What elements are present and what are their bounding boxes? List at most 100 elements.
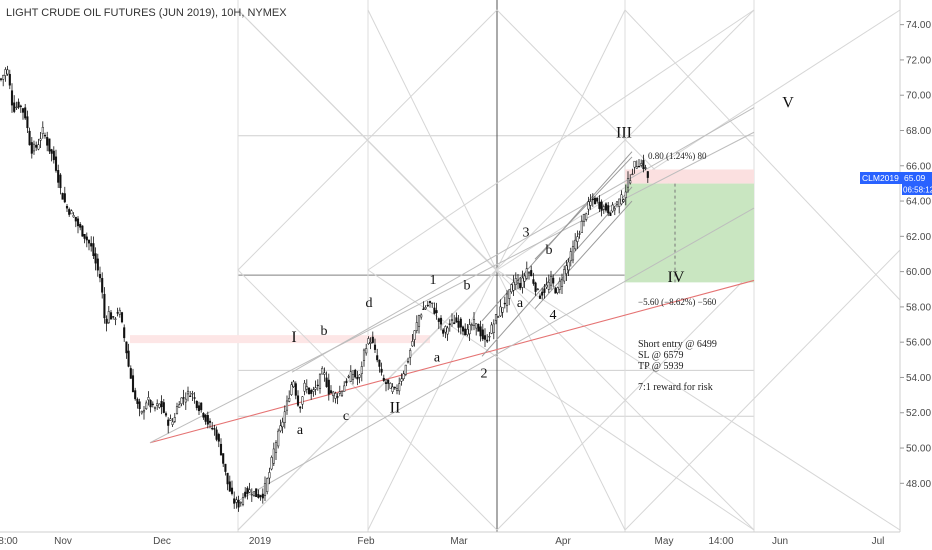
candle-body — [541, 291, 544, 296]
candle-body — [272, 448, 275, 464]
candle-body — [483, 335, 487, 340]
candle-body — [431, 302, 434, 304]
candle-body — [457, 320, 460, 328]
candle-body — [193, 397, 196, 399]
candle-body — [197, 405, 201, 412]
candle-body — [118, 309, 121, 315]
risk-reward-tool[interactable] — [625, 169, 754, 283]
candle-body — [523, 275, 526, 282]
wave-label: d — [366, 296, 373, 311]
time-tick-label: Apr — [555, 536, 571, 547]
wave-label: III — [616, 125, 632, 142]
candle-body — [136, 399, 139, 404]
candle-body — [582, 214, 586, 222]
candle-body — [299, 406, 302, 409]
candle-body — [464, 328, 467, 336]
candle-body — [250, 494, 253, 496]
candle-body — [536, 288, 539, 291]
candle-body — [13, 102, 16, 112]
candle-body — [486, 339, 489, 342]
price-badge-box — [860, 172, 910, 184]
candle-body — [428, 301, 432, 303]
candle-body — [206, 415, 209, 425]
candle-body — [114, 318, 117, 320]
candle-body — [230, 487, 234, 494]
candle-body — [371, 336, 374, 343]
candle-body — [43, 134, 47, 137]
candle-body — [281, 421, 284, 428]
candle-body — [527, 272, 531, 274]
candle-body — [156, 403, 159, 406]
candle-body — [274, 442, 278, 453]
price-tick-label: 68.00 — [906, 126, 931, 137]
candle-body — [90, 243, 93, 247]
candle-body — [191, 393, 194, 395]
candle-body — [248, 489, 251, 493]
candle-body — [611, 204, 614, 212]
candle-body — [30, 142, 33, 154]
candle-body — [567, 261, 570, 271]
candle-body — [189, 395, 192, 397]
candle-body — [288, 397, 291, 402]
candle-body — [325, 377, 328, 387]
candle-body — [591, 198, 594, 201]
candle-body — [134, 390, 137, 400]
candle-body — [204, 414, 207, 422]
candle-body — [138, 401, 141, 409]
candle-body — [497, 316, 500, 318]
candle-body — [637, 165, 641, 168]
candle-body — [475, 323, 478, 329]
candle-body — [87, 239, 91, 244]
candle-body — [237, 500, 240, 508]
candle-body — [285, 400, 289, 411]
candle-body — [10, 90, 14, 106]
wave-label: V — [782, 95, 794, 112]
time-tick-label: Jun — [772, 536, 788, 547]
candle-body — [32, 143, 36, 152]
candle-body — [228, 481, 231, 492]
candle-body — [512, 282, 515, 291]
fan-line — [237, 269, 498, 531]
candle-body — [395, 388, 399, 391]
candle-body — [329, 390, 333, 394]
candle-body — [125, 341, 128, 354]
candle-body — [556, 287, 559, 294]
candle-body — [131, 375, 135, 393]
time-axis[interactable]: 8:00 Nov Dec 2019 Feb Mar Apr May 14:00 Jun Jul — [0, 531, 900, 547]
price-tick-label: 64.00 — [906, 197, 931, 208]
candle-body — [615, 201, 619, 205]
price-axis[interactable]: 74.00 72.00 70.00 68.00 66.00 64.00 62.00 60.00… — [899, 0, 931, 532]
candle-body — [481, 329, 484, 340]
candle-body — [563, 269, 566, 282]
candle-body — [477, 324, 480, 332]
candle-body — [426, 304, 429, 307]
impulse-channel-lower — [481, 186, 633, 357]
candle-body — [41, 127, 44, 134]
candle-body — [411, 341, 414, 347]
candle-body — [94, 253, 97, 264]
candle-body — [107, 311, 110, 323]
candle-body — [178, 404, 181, 408]
candle-body — [347, 376, 350, 378]
mid-trend-line — [149, 131, 755, 444]
candle-body — [153, 407, 157, 409]
candle-body — [534, 282, 537, 292]
time-tick-label: Feb — [357, 536, 375, 547]
candle-body — [283, 411, 286, 423]
candle-body — [70, 210, 73, 215]
candle-body — [301, 396, 304, 405]
candle-body — [585, 213, 588, 220]
fan-line — [496, 269, 901, 531]
candle-body — [50, 149, 53, 154]
price-badge-symbol: CLM2019 — [862, 173, 899, 183]
candle-body — [538, 295, 542, 299]
candle-body — [279, 425, 282, 432]
candle-body — [28, 130, 31, 146]
candle-body — [420, 314, 423, 318]
candle-body — [239, 501, 242, 504]
price-badge-countdown-box — [902, 184, 932, 195]
candle-body — [294, 383, 297, 396]
candle-body — [514, 278, 517, 285]
price-tick-label: 56.00 — [906, 338, 931, 349]
